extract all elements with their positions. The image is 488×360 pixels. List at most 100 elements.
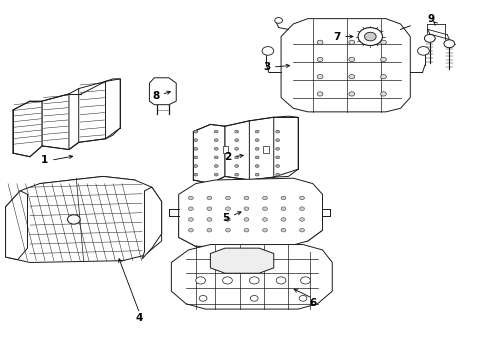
Circle shape bbox=[281, 218, 285, 221]
Circle shape bbox=[275, 165, 279, 167]
Text: 7: 7 bbox=[333, 32, 340, 41]
Circle shape bbox=[357, 28, 382, 45]
Circle shape bbox=[317, 75, 323, 79]
Text: 3: 3 bbox=[262, 62, 269, 72]
Circle shape bbox=[249, 277, 259, 284]
Circle shape bbox=[275, 156, 279, 159]
Circle shape bbox=[380, 92, 386, 96]
Polygon shape bbox=[142, 187, 161, 259]
Circle shape bbox=[206, 207, 211, 211]
Circle shape bbox=[276, 277, 285, 284]
Circle shape bbox=[380, 40, 386, 44]
Circle shape bbox=[255, 130, 259, 133]
Polygon shape bbox=[5, 176, 161, 262]
Circle shape bbox=[234, 139, 238, 141]
Circle shape bbox=[214, 173, 218, 176]
Polygon shape bbox=[178, 178, 322, 246]
Polygon shape bbox=[178, 220, 322, 246]
Circle shape bbox=[262, 196, 267, 200]
Text: 2: 2 bbox=[224, 152, 231, 162]
Circle shape bbox=[417, 46, 428, 55]
Text: 6: 6 bbox=[308, 298, 316, 308]
Polygon shape bbox=[281, 19, 409, 112]
Circle shape bbox=[225, 218, 230, 221]
Circle shape bbox=[299, 218, 304, 221]
Circle shape bbox=[193, 130, 197, 133]
Polygon shape bbox=[193, 125, 224, 184]
Polygon shape bbox=[5, 191, 27, 260]
Circle shape bbox=[255, 173, 259, 176]
Circle shape bbox=[244, 218, 248, 221]
Circle shape bbox=[206, 228, 211, 232]
Circle shape bbox=[193, 173, 197, 176]
Circle shape bbox=[222, 277, 232, 284]
Circle shape bbox=[234, 165, 238, 167]
Circle shape bbox=[255, 147, 259, 150]
Circle shape bbox=[225, 228, 230, 232]
Circle shape bbox=[348, 75, 354, 79]
Text: 8: 8 bbox=[152, 91, 159, 101]
Polygon shape bbox=[273, 116, 298, 177]
Circle shape bbox=[225, 196, 230, 200]
Circle shape bbox=[262, 228, 267, 232]
Circle shape bbox=[281, 228, 285, 232]
Circle shape bbox=[67, 215, 80, 224]
Text: 1: 1 bbox=[41, 155, 48, 165]
Circle shape bbox=[244, 207, 248, 211]
Circle shape bbox=[275, 147, 279, 150]
Circle shape bbox=[299, 296, 306, 301]
Circle shape bbox=[255, 165, 259, 167]
Circle shape bbox=[195, 277, 205, 284]
Circle shape bbox=[380, 57, 386, 62]
Circle shape bbox=[300, 277, 310, 284]
Polygon shape bbox=[149, 78, 176, 105]
Circle shape bbox=[234, 147, 238, 150]
Circle shape bbox=[214, 147, 218, 150]
Circle shape bbox=[193, 139, 197, 141]
Circle shape bbox=[193, 165, 197, 167]
Polygon shape bbox=[249, 117, 288, 180]
Circle shape bbox=[364, 32, 375, 41]
Circle shape bbox=[214, 165, 218, 167]
Circle shape bbox=[225, 207, 230, 211]
Circle shape bbox=[348, 40, 354, 44]
Circle shape bbox=[234, 156, 238, 159]
Circle shape bbox=[348, 57, 354, 62]
Circle shape bbox=[317, 92, 323, 96]
Circle shape bbox=[255, 139, 259, 141]
Polygon shape bbox=[171, 244, 331, 309]
Circle shape bbox=[188, 207, 193, 211]
Polygon shape bbox=[13, 101, 42, 157]
Text: 9: 9 bbox=[427, 14, 434, 24]
Circle shape bbox=[299, 228, 304, 232]
Circle shape bbox=[206, 218, 211, 221]
Text: 5: 5 bbox=[222, 213, 229, 222]
Circle shape bbox=[274, 18, 282, 23]
Circle shape bbox=[424, 35, 434, 42]
Circle shape bbox=[317, 40, 323, 44]
Circle shape bbox=[275, 173, 279, 176]
Circle shape bbox=[214, 156, 218, 159]
Circle shape bbox=[380, 75, 386, 79]
Circle shape bbox=[262, 46, 273, 55]
Circle shape bbox=[348, 92, 354, 96]
Circle shape bbox=[188, 196, 193, 200]
Circle shape bbox=[281, 196, 285, 200]
Circle shape bbox=[244, 196, 248, 200]
Polygon shape bbox=[105, 79, 120, 139]
Circle shape bbox=[234, 130, 238, 133]
FancyBboxPatch shape bbox=[263, 146, 268, 153]
Circle shape bbox=[234, 173, 238, 176]
Polygon shape bbox=[42, 94, 81, 149]
Circle shape bbox=[193, 156, 197, 159]
Circle shape bbox=[214, 139, 218, 141]
Circle shape bbox=[299, 196, 304, 200]
FancyBboxPatch shape bbox=[222, 146, 228, 153]
Polygon shape bbox=[79, 81, 118, 142]
Circle shape bbox=[250, 296, 258, 301]
Circle shape bbox=[281, 207, 285, 211]
Circle shape bbox=[443, 40, 454, 48]
Circle shape bbox=[275, 139, 279, 141]
Circle shape bbox=[262, 218, 267, 221]
Circle shape bbox=[255, 156, 259, 159]
